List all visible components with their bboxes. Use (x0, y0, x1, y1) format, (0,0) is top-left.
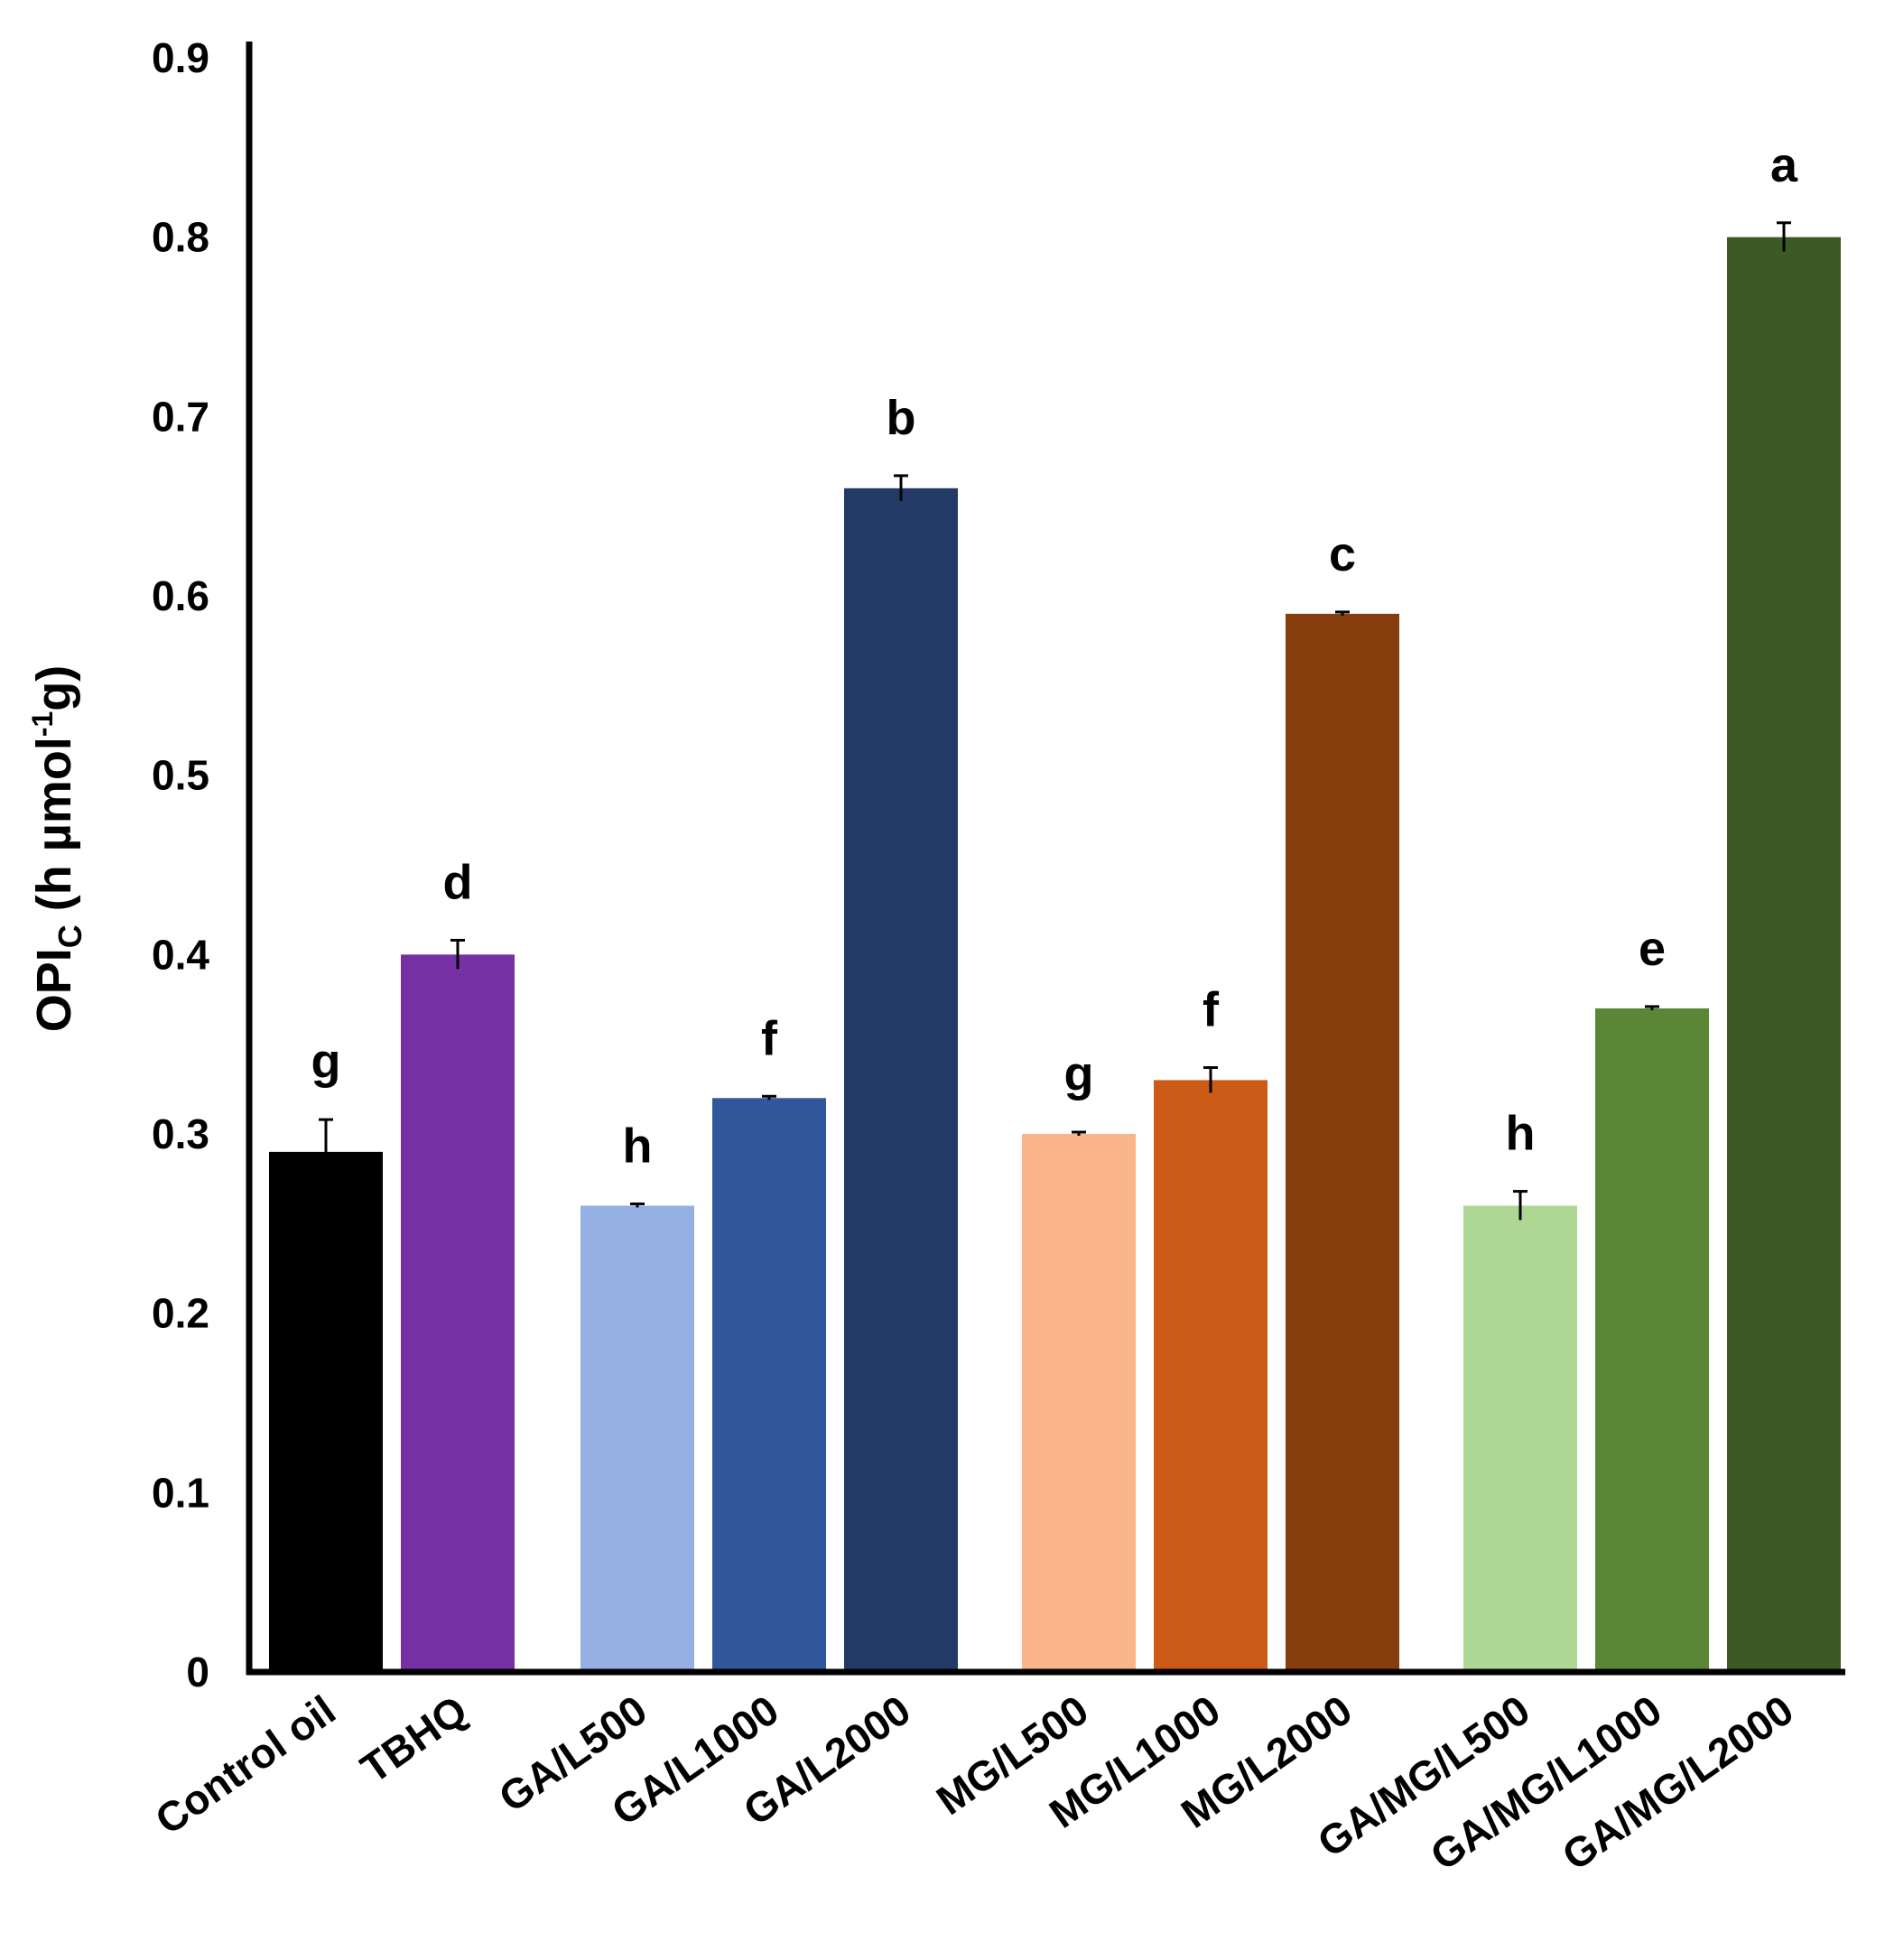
axes (246, 42, 1845, 1676)
significance-label: e (1639, 922, 1666, 976)
bar (580, 1205, 694, 1672)
error-bar (762, 1094, 776, 1101)
y-tick-label: 0.2 (152, 1290, 209, 1337)
error-bar (1203, 1065, 1218, 1093)
y-tick-label: 0.8 (152, 214, 209, 261)
y-axis-title-subscript: C (51, 924, 88, 948)
bar (1727, 237, 1841, 1673)
significance-label: h (1506, 1107, 1536, 1161)
significance-label: a (1770, 138, 1798, 192)
error-bar (1777, 221, 1791, 252)
error-bar (894, 474, 908, 501)
y-axis-title: OPIC (h µmol-1g) (26, 665, 88, 1033)
bars (269, 237, 1841, 1673)
y-tick-label: 0.9 (152, 34, 209, 81)
category-label: TBHQ (352, 1686, 476, 1792)
bar (1595, 1008, 1709, 1672)
significance-label: b (887, 391, 916, 445)
significance-label: f (1202, 982, 1220, 1036)
error-bar (1335, 610, 1350, 616)
y-axis-title-superscript: -1 (26, 711, 59, 737)
bar (269, 1151, 383, 1672)
significance-label: h (623, 1119, 653, 1173)
y-tick-label: 0 (186, 1649, 209, 1695)
error-bar (319, 1118, 333, 1184)
bar (1463, 1205, 1577, 1672)
y-axis-title-unit-prefix: (h µmol (27, 737, 81, 924)
bar (712, 1098, 826, 1672)
error-bar (1513, 1190, 1528, 1221)
y-tick-label: 0.6 (152, 572, 209, 619)
bar (844, 488, 958, 1672)
significance-label: f (761, 1011, 778, 1065)
y-tick-label: 0.5 (152, 752, 209, 799)
y-tick-label: 0.4 (152, 931, 209, 978)
category-label: GA/MG/L1000 (1422, 1686, 1670, 1880)
y-tick-label: 0.1 (152, 1469, 209, 1516)
error-bar (1072, 1130, 1086, 1136)
svg-text:OPIC (h µmol-1g): OPIC (h µmol-1g) (26, 665, 88, 1033)
bar (1154, 1080, 1268, 1672)
significance-label: c (1329, 527, 1356, 581)
y-tick-label: 0.3 (152, 1110, 209, 1157)
category-label: Control oil (147, 1686, 344, 1844)
significance-label: g (311, 1035, 341, 1089)
bar (401, 954, 515, 1672)
y-axis-title-main: OPI (27, 948, 81, 1032)
bar (1022, 1134, 1136, 1672)
y-tick-label: 0.7 (152, 393, 209, 440)
category-label: GA/MG/L2000 (1554, 1686, 1802, 1880)
significance-labels: g d h f b g f c h e a (311, 138, 1798, 1174)
bar (1286, 613, 1399, 1672)
error-bar (630, 1202, 645, 1208)
significance-label: g (1064, 1047, 1094, 1101)
error-bar (450, 938, 465, 970)
error-bars (319, 221, 1791, 1221)
y-axis-title-unit-suffix: g) (27, 665, 81, 711)
y-axis-ticks: 0 0.1 0.2 0.3 0.4 0.5 0.6 0.7 0.8 0.9 (152, 34, 209, 1695)
significance-label: d (443, 855, 473, 909)
error-bar (1645, 1005, 1659, 1010)
